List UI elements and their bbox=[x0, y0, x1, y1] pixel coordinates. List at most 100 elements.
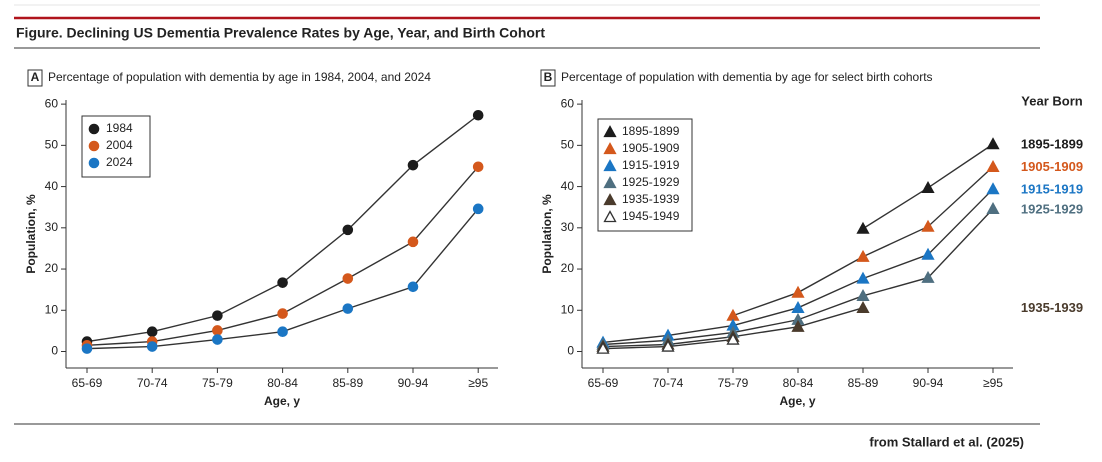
data-point bbox=[921, 219, 935, 232]
y-tick-label: 10 bbox=[45, 302, 59, 316]
data-point bbox=[212, 334, 223, 345]
x-tick-label: 70-74 bbox=[137, 376, 168, 390]
data-point bbox=[856, 221, 870, 234]
legend-label: 1915-1919 bbox=[622, 158, 680, 172]
data-point bbox=[472, 161, 484, 173]
end-label: 1925-1929 bbox=[1021, 201, 1083, 216]
data-point bbox=[146, 326, 158, 338]
legend-box bbox=[597, 118, 693, 232]
source: from Stallard et al. (2025) bbox=[869, 434, 1024, 449]
x-tick-label: 65-69 bbox=[72, 376, 103, 390]
x-tick-label: 65-69 bbox=[588, 376, 619, 390]
legend-marker bbox=[603, 159, 617, 172]
y-axis-label: Population, % bbox=[540, 194, 554, 274]
x-axis-label: Age, y bbox=[779, 394, 815, 408]
x-tick-label: ≥95 bbox=[983, 376, 1003, 390]
data-point bbox=[472, 109, 484, 121]
x-tick-label: 80-84 bbox=[783, 376, 814, 390]
x-tick-label: ≥95 bbox=[468, 376, 488, 390]
data-point bbox=[342, 224, 354, 236]
legend-marker bbox=[88, 123, 100, 135]
data-point bbox=[407, 236, 419, 248]
y-tick-label: 50 bbox=[45, 138, 59, 152]
end-label: 1915-1919 bbox=[1021, 181, 1083, 196]
data-point bbox=[791, 300, 805, 313]
x-tick-label: 70-74 bbox=[653, 376, 684, 390]
legend-marker bbox=[603, 176, 617, 189]
end-label: 1935-1939 bbox=[1021, 300, 1083, 315]
panel-letter: B bbox=[544, 70, 553, 84]
data-point bbox=[212, 325, 223, 336]
data-point bbox=[342, 273, 354, 284]
data-point bbox=[726, 332, 740, 345]
y-tick-label: 30 bbox=[561, 220, 575, 234]
data-point bbox=[856, 300, 870, 313]
data-point bbox=[212, 310, 223, 321]
y-tick-label: 0 bbox=[51, 344, 58, 358]
panel-letter: A bbox=[31, 70, 40, 84]
legend-label: 2024 bbox=[106, 155, 133, 169]
panel-letter-box bbox=[540, 69, 556, 87]
data-point bbox=[407, 159, 419, 171]
y-tick-label: 0 bbox=[567, 344, 574, 358]
data-point bbox=[596, 341, 610, 354]
data-point bbox=[661, 339, 675, 352]
data-point bbox=[81, 343, 93, 354]
data-point bbox=[921, 247, 935, 260]
data-point bbox=[921, 180, 935, 193]
end-labels-title: Year Born bbox=[1021, 93, 1082, 108]
data-point bbox=[407, 281, 419, 293]
legend-label: 1984 bbox=[106, 121, 133, 135]
panel-title: Percentage of population with dementia b… bbox=[561, 70, 933, 84]
legend-label: 1905-1909 bbox=[622, 141, 680, 155]
y-tick-label: 40 bbox=[561, 179, 575, 193]
data-point bbox=[791, 319, 805, 332]
data-point bbox=[986, 202, 1000, 214]
legend-marker bbox=[88, 157, 100, 169]
x-tick-label: 90-94 bbox=[398, 376, 429, 390]
legend-label: 1945-1949 bbox=[622, 209, 680, 223]
x-tick-label: 75-79 bbox=[202, 376, 233, 390]
data-point bbox=[921, 270, 935, 283]
x-tick-label: 80-84 bbox=[267, 376, 298, 390]
y-tick-label: 40 bbox=[45, 179, 59, 193]
data-point bbox=[472, 203, 484, 215]
figure-title: Figure. Declining US Dementia Prevalence… bbox=[16, 25, 545, 41]
y-tick-label: 60 bbox=[561, 96, 575, 110]
legend-label: 1895-1899 bbox=[622, 124, 680, 138]
legend-label: 1925-1929 bbox=[622, 175, 680, 189]
data-point bbox=[277, 277, 288, 288]
y-tick-label: 20 bbox=[45, 261, 59, 275]
x-tick-label: 85-89 bbox=[848, 376, 879, 390]
data-point bbox=[791, 285, 805, 298]
data-point bbox=[277, 326, 288, 338]
data-point bbox=[986, 182, 1000, 195]
y-tick-label: 20 bbox=[561, 261, 575, 275]
end-label: 1895-1899 bbox=[1021, 137, 1083, 152]
x-tick-label: 90-94 bbox=[913, 376, 944, 390]
y-tick-label: 30 bbox=[45, 220, 59, 234]
y-tick-label: 10 bbox=[561, 302, 575, 316]
data-point bbox=[856, 249, 870, 262]
data-point bbox=[146, 341, 158, 352]
data-point bbox=[277, 308, 288, 319]
y-tick-label: 60 bbox=[45, 96, 59, 110]
data-point bbox=[856, 288, 870, 301]
x-axis-label: Age, y bbox=[264, 394, 300, 408]
data-point bbox=[986, 159, 1000, 172]
legend-label: 2004 bbox=[106, 138, 133, 152]
panel-title: Percentage of population with dementia b… bbox=[48, 70, 431, 84]
legend-marker bbox=[88, 140, 100, 152]
legend-marker bbox=[603, 125, 617, 138]
legend-marker bbox=[603, 142, 617, 155]
x-tick-label: 75-79 bbox=[718, 376, 749, 390]
end-label: 1905-1909 bbox=[1021, 159, 1083, 174]
legend-marker bbox=[603, 193, 617, 206]
x-tick-label: 85-89 bbox=[332, 376, 363, 390]
legend-label: 1935-1939 bbox=[622, 192, 680, 206]
data-point bbox=[342, 303, 354, 314]
panel-letter-box bbox=[27, 69, 43, 87]
legend-marker bbox=[603, 210, 617, 223]
data-point bbox=[856, 271, 870, 284]
